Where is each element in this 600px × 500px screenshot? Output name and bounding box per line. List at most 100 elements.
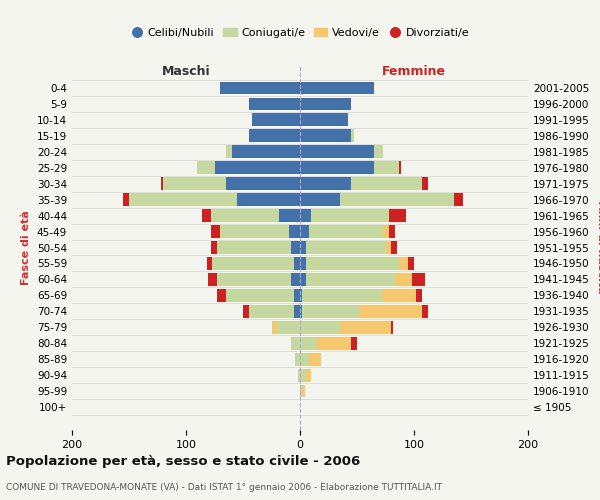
Bar bbox=[298, 368, 300, 382]
Bar bbox=[409, 257, 414, 270]
Bar bbox=[302, 384, 305, 398]
Bar bbox=[291, 273, 300, 286]
Bar bbox=[300, 146, 374, 158]
Bar bbox=[374, 146, 383, 158]
Bar bbox=[129, 194, 238, 206]
Bar bbox=[317, 337, 352, 349]
Bar bbox=[211, 209, 280, 222]
Bar bbox=[300, 225, 309, 238]
Bar bbox=[161, 178, 163, 190]
Bar bbox=[352, 337, 357, 349]
Bar bbox=[309, 353, 320, 366]
Bar bbox=[412, 273, 425, 286]
Bar bbox=[389, 209, 406, 222]
Bar bbox=[352, 130, 353, 142]
Bar bbox=[306, 257, 399, 270]
Bar bbox=[382, 289, 416, 302]
Bar bbox=[300, 98, 352, 110]
Bar bbox=[226, 289, 295, 302]
Bar bbox=[300, 384, 302, 398]
Bar bbox=[252, 114, 300, 126]
Bar bbox=[300, 241, 306, 254]
Bar bbox=[300, 194, 340, 206]
Bar bbox=[208, 273, 217, 286]
Bar bbox=[211, 225, 220, 238]
Bar bbox=[300, 209, 311, 222]
Bar bbox=[220, 225, 289, 238]
Bar bbox=[238, 194, 300, 206]
Bar bbox=[226, 146, 232, 158]
Bar bbox=[386, 241, 391, 254]
Bar bbox=[300, 82, 374, 94]
Bar bbox=[217, 273, 291, 286]
Bar bbox=[206, 257, 212, 270]
Bar bbox=[215, 162, 300, 174]
Bar bbox=[300, 353, 309, 366]
Bar bbox=[226, 178, 300, 190]
Bar bbox=[454, 194, 463, 206]
Bar bbox=[302, 289, 382, 302]
Bar bbox=[306, 273, 395, 286]
Bar bbox=[340, 321, 391, 334]
Bar bbox=[416, 289, 422, 302]
Y-axis label: Anni di nascita: Anni di nascita bbox=[596, 201, 600, 294]
Bar bbox=[249, 98, 300, 110]
Bar bbox=[280, 209, 300, 222]
Bar bbox=[302, 305, 359, 318]
Bar bbox=[220, 82, 300, 94]
Bar bbox=[211, 241, 217, 254]
Bar bbox=[300, 368, 306, 382]
Bar bbox=[391, 241, 397, 254]
Bar bbox=[291, 241, 300, 254]
Bar bbox=[422, 178, 428, 190]
Bar bbox=[306, 368, 311, 382]
Bar bbox=[217, 289, 226, 302]
Bar bbox=[300, 130, 352, 142]
Bar bbox=[300, 289, 302, 302]
Bar bbox=[306, 241, 386, 254]
Bar bbox=[123, 194, 129, 206]
Bar bbox=[309, 225, 383, 238]
Bar bbox=[300, 273, 306, 286]
Bar bbox=[359, 305, 422, 318]
Bar bbox=[395, 273, 412, 286]
Bar bbox=[212, 257, 295, 270]
Bar bbox=[374, 162, 399, 174]
Bar bbox=[291, 337, 300, 349]
Bar bbox=[289, 225, 300, 238]
Text: Popolazione per età, sesso e stato civile - 2006: Popolazione per età, sesso e stato civil… bbox=[6, 455, 360, 468]
Bar bbox=[295, 257, 300, 270]
Y-axis label: Fasce di età: Fasce di età bbox=[22, 210, 31, 285]
Bar bbox=[300, 114, 348, 126]
Bar bbox=[295, 289, 300, 302]
Bar bbox=[271, 321, 277, 334]
Text: COMUNE DI TRAVEDONA-MONATE (VA) - Dati ISTAT 1° gennaio 2006 - Elaborazione TUTT: COMUNE DI TRAVEDONA-MONATE (VA) - Dati I… bbox=[6, 483, 442, 492]
Bar bbox=[389, 225, 395, 238]
Bar bbox=[300, 305, 302, 318]
Text: Femmine: Femmine bbox=[382, 66, 446, 78]
Bar bbox=[300, 257, 306, 270]
Bar bbox=[352, 178, 422, 190]
Bar bbox=[300, 162, 374, 174]
Bar bbox=[197, 162, 215, 174]
Bar bbox=[340, 194, 454, 206]
Bar bbox=[243, 305, 249, 318]
Legend: Celibi/Nubili, Coniugati/e, Vedovi/e, Divorziati/e: Celibi/Nubili, Coniugati/e, Vedovi/e, Di… bbox=[125, 23, 475, 42]
Bar bbox=[295, 353, 300, 366]
Bar bbox=[249, 305, 295, 318]
Bar bbox=[399, 257, 409, 270]
Bar bbox=[422, 305, 428, 318]
Text: Maschi: Maschi bbox=[161, 66, 211, 78]
Bar bbox=[232, 146, 300, 158]
Bar bbox=[163, 178, 226, 190]
Bar bbox=[277, 321, 300, 334]
Bar bbox=[311, 209, 389, 222]
Bar bbox=[300, 321, 340, 334]
Bar bbox=[295, 305, 300, 318]
Bar bbox=[391, 321, 394, 334]
Bar bbox=[249, 130, 300, 142]
Bar bbox=[217, 241, 291, 254]
Bar bbox=[383, 225, 389, 238]
Bar bbox=[202, 209, 211, 222]
Bar bbox=[399, 162, 401, 174]
